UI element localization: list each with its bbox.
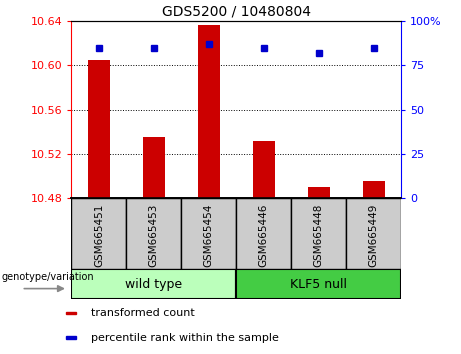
Text: transformed count: transformed count (91, 308, 195, 318)
Bar (126, 198, 181, 269)
Bar (346, 198, 401, 269)
Bar (198, 24, 220, 198)
Bar (88, 60, 110, 198)
Bar (291, 198, 346, 269)
Text: GSM665448: GSM665448 (313, 204, 324, 267)
Text: percentile rank within the sample: percentile rank within the sample (91, 333, 278, 343)
Bar (181, 198, 236, 269)
Text: GSM665453: GSM665453 (149, 204, 159, 267)
Text: GSM665446: GSM665446 (259, 204, 269, 267)
Bar (253, 141, 275, 198)
Bar (236, 198, 291, 269)
Bar (71, 198, 126, 269)
Bar (66, 312, 76, 314)
Text: KLF5 null: KLF5 null (290, 278, 347, 291)
Bar (236, 269, 401, 299)
Bar (71, 269, 236, 299)
Text: genotype/variation: genotype/variation (1, 272, 94, 281)
Text: GSM665451: GSM665451 (94, 204, 104, 267)
Text: wild type: wild type (125, 278, 183, 291)
Bar (363, 181, 384, 198)
Bar (143, 137, 165, 198)
Text: GSM665454: GSM665454 (204, 204, 214, 267)
Title: GDS5200 / 10480804: GDS5200 / 10480804 (162, 5, 311, 19)
Bar (307, 187, 330, 198)
Bar (66, 336, 76, 339)
Text: GSM665449: GSM665449 (369, 204, 378, 267)
